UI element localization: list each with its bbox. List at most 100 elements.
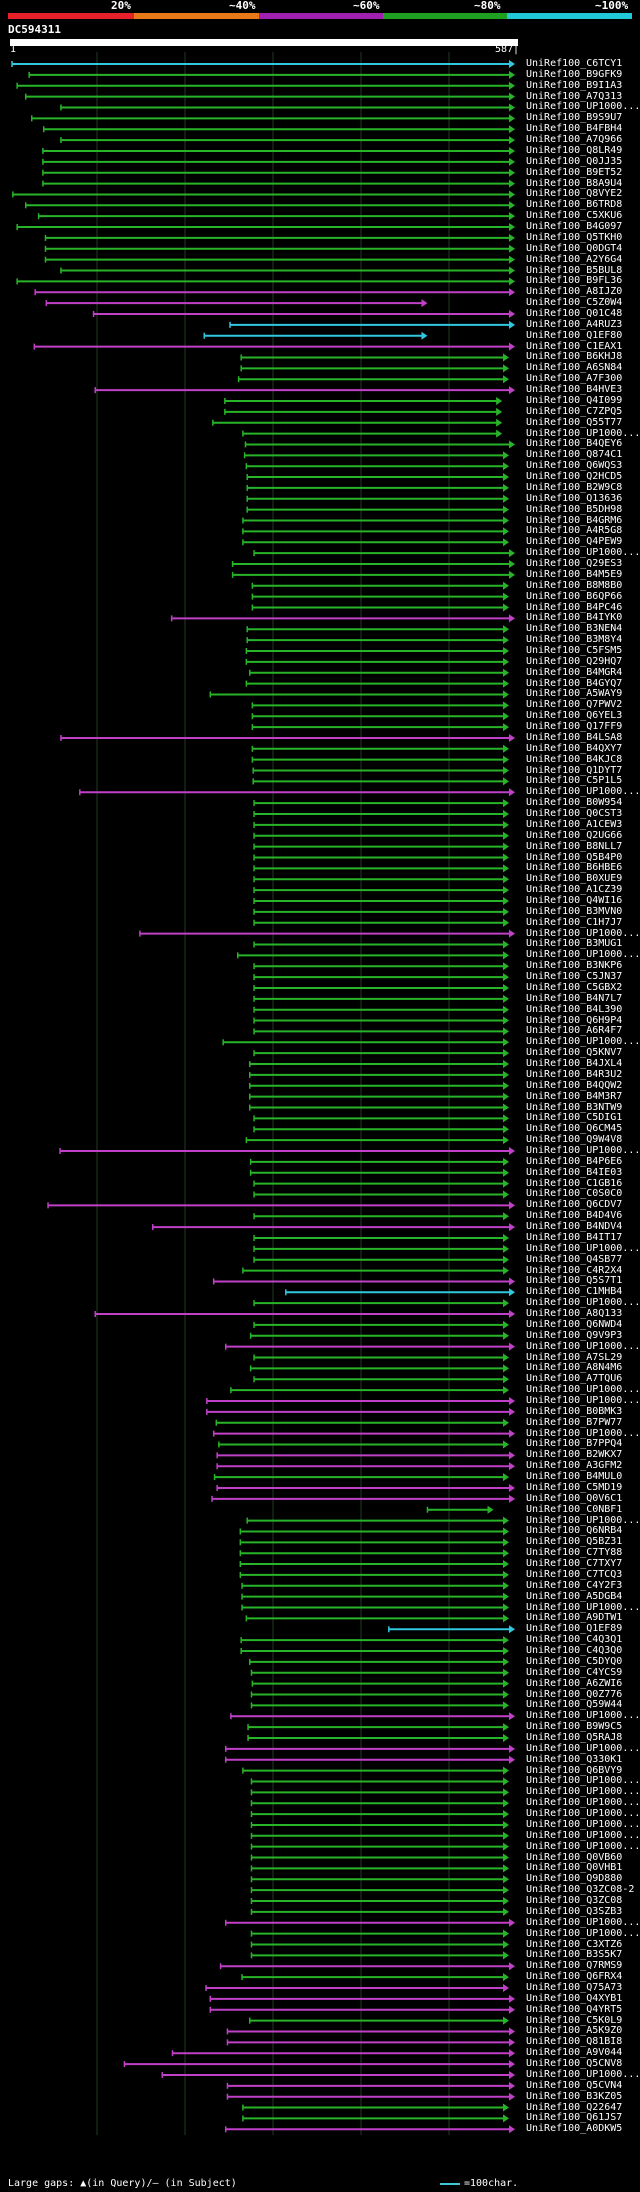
hit-label[interactable]: UniRef100_C4Q3Q0 <box>526 1645 623 1657</box>
hit-bar[interactable] <box>250 1886 509 1895</box>
hit-bar[interactable] <box>245 462 509 471</box>
hit-bar[interactable] <box>249 1070 509 1079</box>
hit-label[interactable]: UniRef100_Q6CM45 <box>526 1123 623 1135</box>
hit-bar[interactable] <box>249 1060 509 1069</box>
hit-bar[interactable] <box>250 1853 509 1862</box>
hit-label[interactable]: UniRef100_Q6WQS3 <box>526 460 623 472</box>
hit-bar[interactable] <box>209 690 509 699</box>
hit-bar[interactable] <box>253 864 509 873</box>
hit-bar[interactable] <box>250 1701 509 1710</box>
hit-bar[interactable] <box>34 288 515 297</box>
hit-bar[interactable] <box>139 929 515 938</box>
hit-label[interactable]: UniRef100_Q330K1 <box>526 1753 623 1765</box>
hit-label[interactable]: UniRef100_Q7RMS9 <box>526 1960 623 1972</box>
hit-bar[interactable] <box>251 603 509 612</box>
hit-bar[interactable] <box>250 1842 509 1851</box>
hit-bar[interactable] <box>60 136 515 145</box>
hit-label[interactable]: UniRef100_C7TXY7 <box>526 1558 623 1570</box>
hit-bar[interactable] <box>237 375 509 384</box>
hit-bar[interactable] <box>251 592 509 601</box>
hit-bar[interactable] <box>241 1581 509 1590</box>
hit-label[interactable]: UniRef100_Q2UG66 <box>526 829 623 841</box>
hit-bar[interactable] <box>216 1462 515 1471</box>
hit-bar[interactable] <box>252 777 509 786</box>
hit-bar[interactable] <box>247 1723 509 1732</box>
hit-bar[interactable] <box>240 1636 509 1645</box>
hit-bar[interactable] <box>253 1049 509 1058</box>
hit-label[interactable]: UniRef100_UP1000... <box>526 1242 640 1254</box>
hit-bar[interactable] <box>249 1157 509 1166</box>
hit-bar[interactable] <box>246 636 509 645</box>
hit-label[interactable]: UniRef100_Q6FRX4 <box>526 1971 623 1983</box>
hit-label[interactable]: UniRef100_UP1000... <box>526 1145 640 1156</box>
hit-bar[interactable] <box>42 168 515 177</box>
hit-label[interactable]: UniRef100_A7TQU6 <box>526 1373 623 1385</box>
hit-bar[interactable] <box>24 92 515 101</box>
hit-label[interactable]: UniRef100_B3MVN0 <box>526 905 623 917</box>
hit-label[interactable]: UniRef100_C1EAX1 <box>526 340 623 352</box>
hit-label[interactable]: UniRef100_B4JXL4 <box>526 1058 623 1070</box>
hit-label[interactable]: UniRef100_Q29HQ7 <box>526 655 623 667</box>
hit-label[interactable]: UniRef100_A9V044 <box>526 2047 623 2059</box>
hit-label[interactable]: UniRef100_UP1000... <box>526 547 640 559</box>
hit-bar[interactable] <box>249 1092 509 1101</box>
hit-bar[interactable] <box>224 396 503 405</box>
hit-bar[interactable] <box>250 1875 509 1884</box>
hit-label[interactable]: UniRef100_UP1000... <box>526 427 640 439</box>
hit-bar[interactable] <box>224 1918 515 1927</box>
hit-bar[interactable] <box>224 1744 515 1753</box>
hit-bar[interactable] <box>60 103 515 112</box>
hit-bar[interactable] <box>240 364 509 373</box>
hit-label[interactable]: UniRef100_A5K9Z0 <box>526 2025 623 2037</box>
hit-label[interactable]: UniRef100_UP1000... <box>526 1710 640 1722</box>
hit-label[interactable]: UniRef100_A4RUZ3 <box>526 318 623 330</box>
hit-bar[interactable] <box>242 429 503 438</box>
hit-bar[interactable] <box>253 994 509 1003</box>
hit-bar[interactable] <box>245 1614 509 1623</box>
hit-bar[interactable] <box>60 266 515 275</box>
hit-bar[interactable] <box>250 1940 509 1949</box>
hit-bar[interactable] <box>242 1266 509 1275</box>
hit-label[interactable]: UniRef100_B4MUL0 <box>526 1471 623 1483</box>
hit-label[interactable]: UniRef100_Q9D880 <box>526 1873 623 1885</box>
hit-label[interactable]: UniRef100_Q3ZC08 <box>526 1895 623 1907</box>
hit-label[interactable]: UniRef100_Q8LR49 <box>526 144 623 156</box>
hit-bar[interactable] <box>242 538 509 547</box>
hit-bar[interactable] <box>245 657 509 666</box>
hit-bar[interactable] <box>243 451 509 460</box>
hit-label[interactable]: UniRef100_Q5CVN4 <box>526 2079 623 2091</box>
hit-label[interactable]: UniRef100_B7PPQ4 <box>526 1438 623 1450</box>
hit-bar[interactable] <box>209 1994 515 2003</box>
hit-bar[interactable] <box>226 2027 515 2036</box>
hit-bar[interactable] <box>250 1864 509 1873</box>
hit-label[interactable]: UniRef100_UP1000... <box>526 1036 640 1048</box>
hit-bar[interactable] <box>245 646 509 655</box>
hit-bar[interactable] <box>170 614 515 623</box>
hit-bar[interactable] <box>239 1560 509 1569</box>
hit-bar[interactable] <box>212 1429 515 1438</box>
hit-label[interactable]: UniRef100_B9I1A3 <box>526 79 623 91</box>
hit-bar[interactable] <box>12 190 515 199</box>
hit-label[interactable]: UniRef100_B2WKX7 <box>526 1449 623 1461</box>
hit-bar[interactable] <box>240 353 509 362</box>
hit-bar[interactable] <box>218 1440 509 1449</box>
hit-label[interactable]: UniRef100_C5MD19 <box>526 1481 623 1493</box>
hit-bar[interactable] <box>37 212 515 221</box>
hit-label[interactable]: UniRef100_C5JN37 <box>526 971 623 983</box>
hit-bar[interactable] <box>240 1647 509 1656</box>
hit-label[interactable]: UniRef100_B9S9U7 <box>526 112 623 124</box>
hit-bar[interactable] <box>253 842 509 851</box>
hit-label[interactable]: UniRef100_UP1000... <box>526 1297 640 1309</box>
hit-label[interactable]: UniRef100_UP1000... <box>526 949 640 961</box>
hit-label[interactable]: UniRef100_B4IYK0 <box>526 612 623 624</box>
hit-bar[interactable] <box>253 1353 509 1362</box>
hit-label[interactable]: UniRef100_A7F300 <box>526 373 623 385</box>
hit-label[interactable]: UniRef100_Q1EF89 <box>526 1623 623 1635</box>
hit-bar[interactable] <box>16 277 515 286</box>
hit-label[interactable]: UniRef100_A2Y6G4 <box>526 253 623 265</box>
hit-bar[interactable] <box>222 1038 509 1047</box>
hit-bar[interactable] <box>253 983 509 992</box>
hit-label[interactable]: UniRef100_B3NTW9 <box>526 1101 623 1113</box>
hit-bar[interactable] <box>251 723 509 732</box>
hit-bar[interactable] <box>249 1168 509 1177</box>
